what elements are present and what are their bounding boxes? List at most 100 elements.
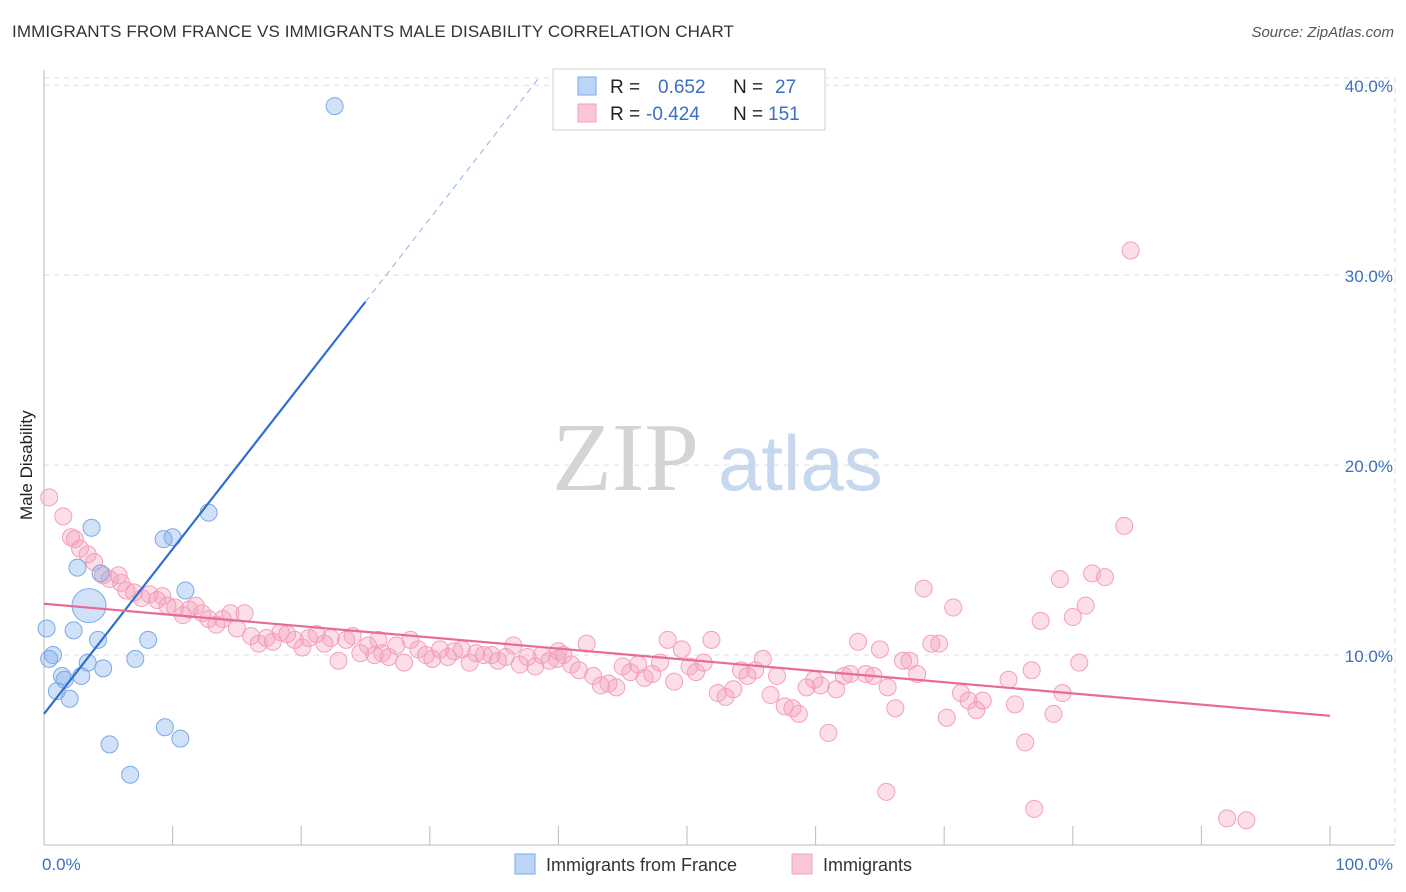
point-immigrants-143 <box>877 782 896 801</box>
legend-label-france: Immigrants from France <box>546 855 737 875</box>
point-immigrants-138 <box>1095 568 1114 587</box>
point-immigrants-75 <box>591 676 610 695</box>
gridlines <box>44 77 1396 845</box>
x-tick-labels: 0.0% 100.0% <box>42 855 1393 874</box>
point-immigrants-121 <box>930 634 949 653</box>
point-immigrants-134 <box>1050 570 1069 589</box>
point-immigrants-58 <box>467 644 486 663</box>
point-france-26 <box>121 765 140 784</box>
point-immigrants-64 <box>510 655 529 674</box>
stats-n-label-immigrants: N = <box>733 104 763 125</box>
point-immigrants-44 <box>365 646 384 665</box>
stats-r-label-immigrants: R = <box>610 104 640 125</box>
trend-france <box>43 301 367 715</box>
point-immigrants-117 <box>900 651 919 670</box>
point-france-12 <box>139 630 158 649</box>
point-immigrants-43 <box>359 636 378 655</box>
point-immigrants-92 <box>716 687 735 706</box>
point-immigrants-150 <box>549 642 568 661</box>
y-tick-label-1: 20.0% <box>1345 457 1393 476</box>
point-immigrants-33 <box>285 630 304 649</box>
point-immigrants-19 <box>186 596 205 615</box>
point-france-14 <box>40 649 59 668</box>
point-immigrants-48 <box>395 653 414 672</box>
point-immigrants-114 <box>878 678 897 697</box>
legend-swatch-immigrants <box>791 853 813 875</box>
point-immigrants-119 <box>914 579 933 598</box>
point-immigrants-26 <box>235 604 254 623</box>
point-immigrants-131 <box>1022 661 1041 680</box>
point-immigrants-130 <box>1016 733 1035 752</box>
point-immigrants-149 <box>369 630 388 649</box>
watermark: ZIP atlas <box>552 404 883 512</box>
watermark-zip: ZIP <box>552 404 699 512</box>
stats-swatch-france <box>577 76 597 96</box>
point-immigrants-127 <box>973 691 992 710</box>
point-immigrants-110 <box>849 632 868 651</box>
point-immigrants-85 <box>665 672 684 691</box>
point-immigrants-93 <box>724 680 743 699</box>
point-immigrants-144 <box>1025 799 1044 818</box>
point-immigrants-30 <box>263 632 282 651</box>
point-immigrants-88 <box>687 663 706 682</box>
point-immigrants-113 <box>870 640 889 659</box>
chart-title: IMMIGRANTS FROM FRANCE VS IMMIGRANTS MAL… <box>12 22 735 41</box>
point-france-2 <box>82 518 101 537</box>
y-tick-labels: 10.0% 20.0% 30.0% 40.0% <box>1345 77 1393 666</box>
stats-swatch-immigrants <box>577 103 597 123</box>
stats-r-label-france: R = <box>610 77 640 98</box>
chart-source: Source: ZipAtlas.com <box>1251 24 1394 41</box>
point-immigrants-147 <box>65 530 84 549</box>
point-immigrants-105 <box>811 676 830 695</box>
point-immigrants-133 <box>1044 704 1063 723</box>
series-immigrants <box>40 241 1256 830</box>
point-immigrants-24 <box>221 604 240 623</box>
point-immigrants-8 <box>109 566 128 585</box>
point-immigrants-7 <box>100 570 119 589</box>
point-immigrants-36 <box>307 625 326 644</box>
point-immigrants-115 <box>886 699 905 718</box>
point-immigrants-141 <box>1070 653 1089 672</box>
point-immigrants-34 <box>293 638 312 657</box>
legend-swatch-france <box>514 853 536 875</box>
point-immigrants-86 <box>672 640 691 659</box>
point-immigrants-108 <box>834 666 853 685</box>
point-immigrants-142 <box>1121 241 1140 260</box>
point-immigrants-145 <box>1218 809 1237 828</box>
point-immigrants-39 <box>329 651 348 670</box>
y-tick-label-0: 10.0% <box>1345 647 1393 666</box>
point-france-10 <box>64 621 83 640</box>
stats-legend-box <box>552 68 826 131</box>
point-immigrants-125 <box>959 691 978 710</box>
point-immigrants-42 <box>351 644 370 663</box>
point-immigrants-77 <box>607 678 626 697</box>
point-immigrants-57 <box>460 653 479 672</box>
x-tick-label-0: 0.0% <box>42 855 81 874</box>
point-immigrants-5 <box>85 552 104 571</box>
stats-legend: R = 0.652 N = 27 R = -0.424 N = 151 <box>552 68 826 131</box>
series-immigrants-from-france <box>37 97 344 784</box>
stats-n-value-immigrants: 151 <box>768 104 800 125</box>
trend-immigrants <box>43 602 1331 717</box>
point-immigrants-4 <box>78 545 97 564</box>
point-france-22 <box>60 689 79 708</box>
point-immigrants-129 <box>1005 695 1024 714</box>
point-immigrants-53 <box>431 640 450 659</box>
point-immigrants-103 <box>797 678 816 697</box>
stats-r-value-france: 0.652 <box>658 77 706 98</box>
axes <box>43 70 1395 846</box>
point-france-23 <box>155 718 174 737</box>
point-france-3 <box>154 530 173 549</box>
point-immigrants-99 <box>768 666 787 685</box>
watermark-atlas: atlas <box>718 419 883 507</box>
point-immigrants-84 <box>658 630 677 649</box>
point-immigrants-52 <box>423 649 442 668</box>
point-immigrants-122 <box>937 708 956 727</box>
point-immigrants-120 <box>922 634 941 653</box>
point-immigrants-126 <box>967 701 986 720</box>
point-immigrants-0 <box>40 488 59 507</box>
point-france-5 <box>68 558 87 577</box>
point-immigrants-55 <box>445 642 464 661</box>
point-immigrants-14 <box>153 587 172 606</box>
